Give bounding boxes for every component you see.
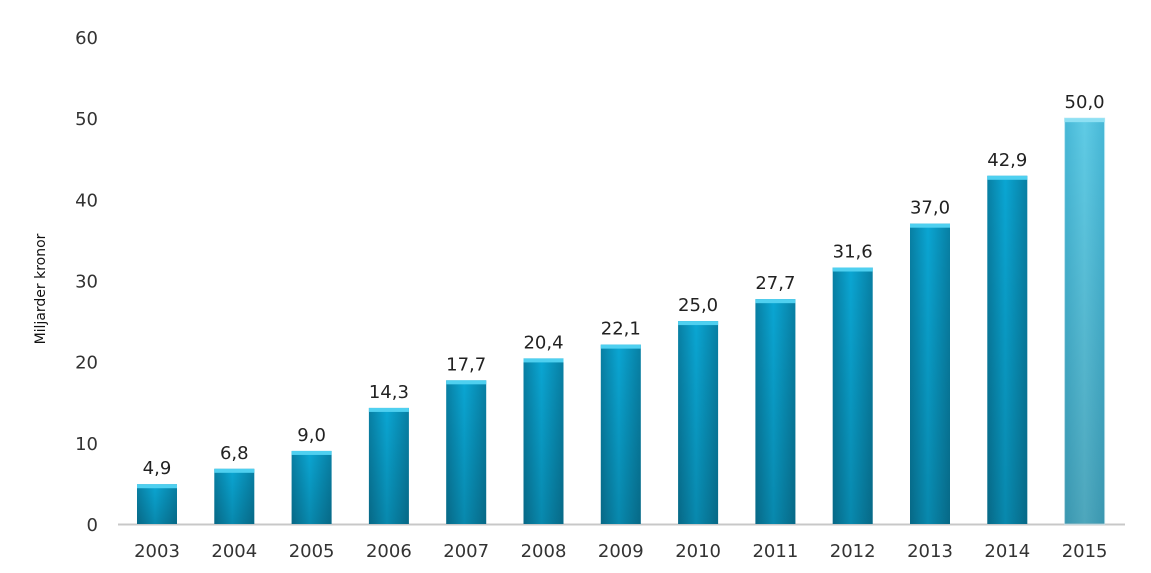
bar-cap — [137, 484, 177, 489]
bar-shade — [987, 175, 1028, 525]
value-label-2005: 9,0 — [297, 425, 326, 446]
value-label-2010: 25,0 — [678, 295, 718, 316]
bar-cap — [214, 468, 255, 473]
bar-cap — [523, 358, 564, 363]
bar-shade — [832, 267, 873, 524]
bar-2003 — [137, 484, 177, 524]
bar-shade — [446, 380, 487, 524]
value-label-2015: 50,0 — [1065, 92, 1105, 113]
bar-cap — [291, 450, 332, 455]
value-label-2012: 31,6 — [833, 242, 873, 263]
bar-cap — [446, 380, 487, 385]
x-tick-label-2004: 2004 — [211, 541, 257, 562]
y-tick-label: 30 — [75, 272, 98, 293]
bar-2015 — [1064, 117, 1106, 525]
y-tick-label: 0 — [87, 515, 98, 536]
y-tick-label: 40 — [75, 190, 98, 211]
x-tick-label-2014: 2014 — [984, 541, 1030, 562]
x-tick-label-2009: 2009 — [598, 541, 644, 562]
value-label-2014: 42,9 — [987, 150, 1027, 171]
bar-2012 — [832, 267, 873, 524]
bar-2009 — [600, 344, 641, 524]
bar-cap — [987, 175, 1028, 180]
bar-2010 — [678, 321, 719, 524]
bar-shade — [214, 468, 255, 524]
data-labels: 4,9 6,8 9,0 14,3 17,7 20,4 22,1 25,0 27,7 31,6 37,… — [143, 92, 1105, 479]
x-tick-label-2015: 2015 — [1062, 541, 1108, 562]
x-tick-label-2011: 2011 — [752, 541, 798, 562]
bar-2007 — [446, 380, 487, 524]
x-tick-label-2006: 2006 — [366, 541, 412, 562]
y-axis-title: Miljarder kronor — [33, 233, 49, 344]
bar-2013 — [910, 223, 950, 524]
bar-2006 — [368, 407, 409, 524]
bar-cap — [600, 344, 641, 349]
bar-series — [137, 117, 1106, 525]
bar-cap — [832, 267, 873, 272]
bar-2005 — [291, 450, 332, 524]
y-axis: 0 10 20 30 40 50 60 — [75, 28, 98, 536]
bar-cap — [910, 223, 950, 228]
y-tick-label: 20 — [75, 353, 98, 374]
bar-shade — [678, 321, 719, 524]
bar-shade — [600, 344, 641, 524]
bar-shade — [368, 407, 409, 524]
y-tick-label: 10 — [75, 434, 98, 455]
bar-shade — [291, 450, 332, 524]
bar-2008 — [523, 358, 564, 524]
bar-cap — [678, 321, 719, 326]
value-label-2008: 20,4 — [523, 332, 563, 353]
bar-cap — [755, 299, 796, 304]
x-tick-label-2010: 2010 — [675, 541, 721, 562]
value-label-2011: 27,7 — [755, 273, 795, 294]
value-label-2003: 4,9 — [143, 458, 172, 479]
x-tick-label-2007: 2007 — [443, 541, 489, 562]
bar-shade — [137, 484, 177, 524]
bar-shade — [910, 223, 950, 524]
y-tick-label: 60 — [75, 28, 98, 49]
value-label-2007: 17,7 — [446, 354, 486, 375]
bar-2014 — [987, 175, 1028, 525]
bar-2004 — [214, 468, 255, 524]
value-label-2006: 14,3 — [369, 382, 409, 403]
x-tick-label-2005: 2005 — [289, 541, 335, 562]
y-axis-title-group: Miljarder kronor — [33, 233, 49, 344]
bar-shade — [523, 358, 564, 524]
x-axis: 2003 2004 2005 2006 2007 2008 2009 2010 2011 2012… — [134, 541, 1107, 562]
y-tick-label: 50 — [75, 109, 98, 130]
bar-cap — [368, 407, 409, 412]
value-label-2004: 6,8 — [220, 443, 249, 464]
value-label-2009: 22,1 — [601, 319, 641, 340]
x-tick-label-2013: 2013 — [907, 541, 953, 562]
x-tick-label-2008: 2008 — [521, 541, 567, 562]
bar-cap — [1064, 118, 1105, 123]
x-tick-label-2003: 2003 — [134, 541, 180, 562]
bar-shade — [1064, 118, 1105, 525]
bar-2011 — [755, 299, 796, 524]
x-tick-label-2012: 2012 — [830, 541, 876, 562]
value-label-2013: 37,0 — [910, 198, 950, 219]
bar-shade — [755, 299, 796, 524]
